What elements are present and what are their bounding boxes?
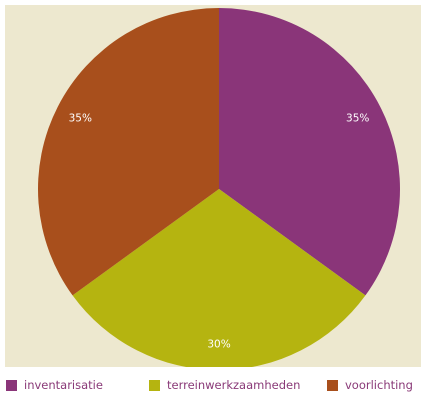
pie-chart: 35% 30% 35% [37,8,400,367]
pie-slice-terreinwerkzaamheden [72,189,366,367]
pie-label-voorlichting: 35% [69,112,92,124]
legend-swatch-inventarisatie [6,379,17,391]
legend-label-terreinwerkzaamheden: terreinwerkzaamheden [167,378,301,392]
chart-area: 35% 30% 35% [5,5,421,367]
legend-item-terreinwerkzaamheden: terreinwerkzaamheden [149,376,300,394]
pie-slice-voorlichting [37,8,219,296]
legend: inventarisatie terreinwerkzaamheden voor… [6,376,426,394]
legend-label-inventarisatie: inventarisatie [24,378,103,392]
pie-slices [37,8,400,367]
legend-item-voorlichting: voorlichting [327,376,413,394]
pie-label-inventarisatie: 35% [346,112,369,124]
legend-swatch-terreinwerkzaamheden [149,379,160,391]
pie-label-terreinwerkzaamheden: 30% [207,339,230,351]
legend-swatch-voorlichting [327,379,338,391]
pie-slice-inventarisatie [219,8,400,296]
legend-label-voorlichting: voorlichting [345,378,413,392]
legend-item-inventarisatie: inventarisatie [6,376,103,394]
pie-labels: 35% 30% 35% [69,112,370,350]
